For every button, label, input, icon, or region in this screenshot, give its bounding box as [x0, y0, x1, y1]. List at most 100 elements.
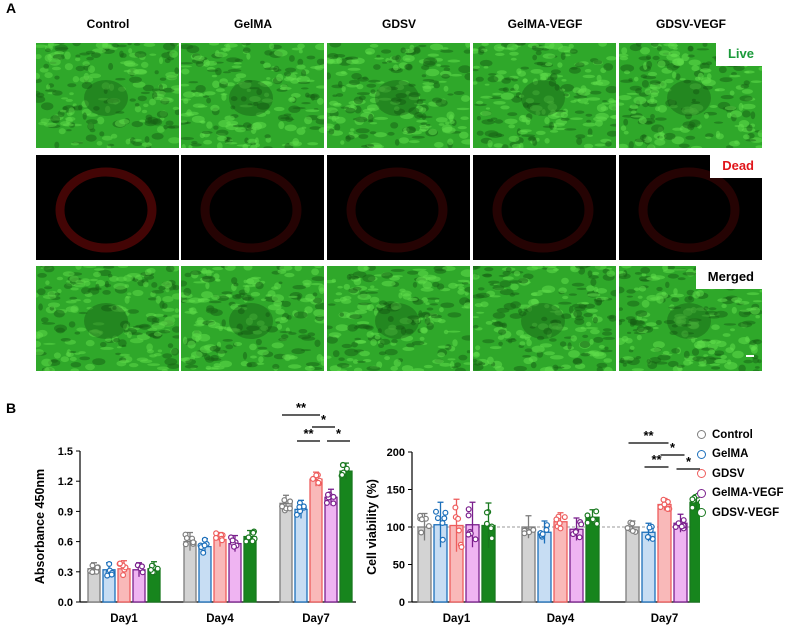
live-stain-image	[327, 43, 470, 148]
y-tick-label: 0.0	[58, 597, 73, 609]
y-tick-label: 1.2	[58, 476, 73, 488]
dead-stain-image	[181, 155, 324, 260]
data-point	[231, 543, 238, 550]
legend-label: GDSV-VEGF	[712, 506, 780, 519]
y-axis-label: Cell viability (%)	[365, 479, 379, 575]
data-point	[94, 564, 101, 571]
data-point	[441, 515, 448, 522]
data-point	[465, 531, 472, 538]
dead-stain-image	[327, 155, 470, 260]
legend-item: GDSV	[697, 464, 789, 484]
live-stain-image	[36, 266, 179, 371]
data-point	[434, 515, 441, 522]
panel-a-label: A	[6, 0, 17, 16]
cell-viability-chart: 0 50 100 150 200 Cell viability (%) Day1 Day4 Da…	[365, 428, 700, 625]
significance-label: *	[670, 440, 676, 455]
bar-control-day7	[625, 526, 640, 603]
x-tick-label: Day7	[651, 613, 679, 625]
data-point	[657, 504, 664, 511]
data-point	[521, 530, 528, 537]
data-point	[572, 529, 579, 536]
legend-marker	[697, 469, 706, 479]
data-point	[116, 560, 123, 567]
data-point	[219, 537, 226, 544]
data-point	[325, 491, 332, 498]
data-point	[544, 522, 551, 529]
data-point	[229, 537, 236, 544]
data-point	[286, 505, 293, 512]
significance-label: **	[651, 452, 662, 467]
data-point	[330, 493, 337, 500]
data-point	[139, 569, 146, 576]
bar-gdsv-day4	[213, 538, 227, 603]
y-tick-label: 0.9	[58, 506, 73, 518]
y-tick-label: 0	[399, 597, 405, 609]
data-point	[556, 520, 563, 527]
data-point	[154, 565, 161, 572]
data-point	[455, 515, 462, 522]
data-point	[104, 572, 111, 579]
x-tick-label: Day7	[302, 613, 330, 625]
data-point	[458, 544, 465, 551]
data-point	[584, 519, 591, 526]
legend-label: Control	[712, 428, 753, 441]
data-point	[543, 526, 550, 533]
data-point	[689, 496, 696, 503]
legend-label: GDSV	[712, 467, 745, 480]
significance-label: *	[321, 412, 327, 427]
data-point	[281, 497, 288, 504]
legend-item: GDSV-VEGF	[697, 503, 789, 523]
data-point	[120, 572, 127, 579]
data-point	[250, 529, 257, 536]
bar-gdsv-day4	[553, 521, 568, 603]
data-point	[310, 475, 317, 482]
significance-label: **	[296, 400, 307, 415]
data-point	[452, 504, 459, 511]
data-point	[315, 479, 322, 486]
data-point	[89, 569, 96, 576]
data-point	[147, 566, 154, 573]
data-point	[432, 508, 439, 515]
live-stain-image	[181, 43, 324, 148]
data-point	[589, 516, 596, 523]
dead-stain-image	[36, 155, 179, 260]
live-stain-image: Merged	[619, 266, 762, 371]
data-point	[190, 539, 197, 546]
data-point	[293, 511, 300, 518]
legend-item: GelMA-VEGF	[697, 484, 789, 504]
legend-item: GelMA	[697, 445, 789, 465]
y-axis-label: Absorbance 450nm	[33, 469, 47, 584]
data-point	[680, 517, 687, 524]
data-point	[539, 531, 546, 538]
live-stain-image	[473, 266, 616, 371]
bar-gdsv-day7	[309, 478, 323, 603]
data-point	[672, 524, 679, 531]
y-tick-label: 50	[393, 560, 405, 572]
live-stain-image	[181, 266, 324, 371]
data-point	[530, 526, 537, 533]
data-point	[624, 525, 631, 532]
data-point	[593, 520, 600, 527]
data-point	[557, 525, 564, 532]
y-tick-label: 200	[387, 447, 405, 459]
row-label-dead: Dead	[710, 155, 762, 178]
data-point	[183, 535, 190, 542]
data-point	[584, 512, 591, 519]
data-point	[646, 524, 653, 531]
data-point	[483, 509, 490, 516]
data-point	[593, 508, 600, 515]
data-point	[629, 527, 636, 534]
data-point	[439, 519, 446, 526]
data-point	[488, 525, 495, 532]
data-point	[553, 516, 560, 523]
data-point	[296, 503, 303, 510]
x-tick-label: Day1	[443, 613, 471, 625]
data-point	[343, 465, 350, 472]
data-point	[201, 542, 208, 549]
data-point	[661, 501, 668, 508]
data-point	[664, 505, 671, 512]
y-tick-label: 1.5	[58, 446, 73, 458]
data-point	[313, 472, 320, 479]
data-point	[245, 534, 252, 541]
x-tick-label: Day4	[206, 613, 234, 625]
